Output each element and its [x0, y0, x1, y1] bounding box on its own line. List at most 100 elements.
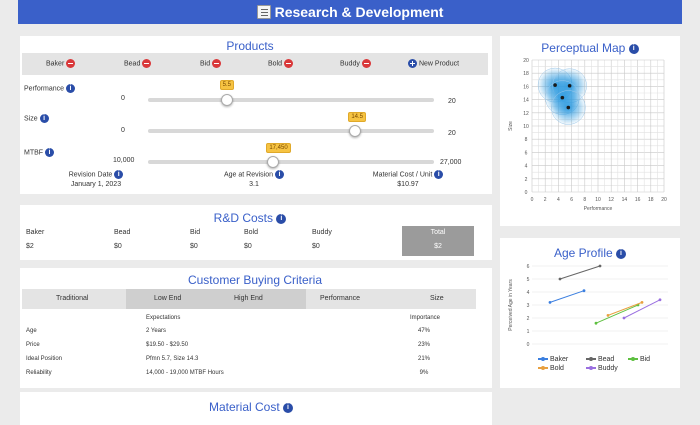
- material-cost-panel: [20, 392, 492, 425]
- info-icon[interactable]: i: [39, 114, 49, 123]
- y-axis-label: Perceived Age in Years: [508, 279, 514, 331]
- performance-slider-handle[interactable]: [220, 94, 233, 106]
- new-product-button[interactable]: New Product: [408, 59, 459, 68]
- performance-slider-track[interactable]: [148, 98, 434, 102]
- info-icon[interactable]: i: [274, 170, 284, 179]
- size-label: Size i: [24, 114, 49, 123]
- rd-val-bid: $0: [190, 243, 198, 250]
- segment-tab-performance[interactable]: Performance: [320, 295, 361, 302]
- revision-date-value: January 1, 2023: [70, 181, 122, 188]
- x-axis-label: Performance: [584, 206, 613, 212]
- mtbf-min: 10,000: [113, 157, 135, 164]
- remove-icon[interactable]: [66, 59, 76, 68]
- legend-label: Buddy: [596, 365, 618, 372]
- legend-item[interactable]: Bid: [628, 356, 650, 363]
- product-point: [560, 95, 565, 100]
- size-max: 20: [448, 130, 456, 137]
- mtbf-slider-track[interactable]: [148, 160, 434, 164]
- rd-costs-title: R&D Costs i: [200, 211, 300, 225]
- x-tick-label: 10: [595, 197, 601, 203]
- age-point: [640, 301, 644, 304]
- product-point: [566, 105, 571, 110]
- age-point: [658, 298, 662, 302]
- book-icon: [256, 5, 271, 19]
- y-tick-label: 12: [523, 111, 529, 117]
- bid-column-header[interactable]: Bid: [200, 59, 222, 68]
- age-at-revision-value: 3.1: [249, 181, 259, 188]
- legend-swatch: [628, 357, 638, 362]
- age-point: [598, 264, 602, 268]
- y-tick-label: 18: [523, 71, 529, 77]
- size-min: 0: [121, 127, 125, 134]
- y-tick-label: 2: [527, 316, 530, 322]
- perceptual-map-chart: 0 2 4 6 8 10 12 14 16 18 2020181614121086420Perfor…: [508, 58, 667, 212]
- bead-column-header[interactable]: Bead: [124, 59, 152, 68]
- segment-tab-low-end[interactable]: Low End: [154, 295, 182, 302]
- criteria-row-importance: 9%: [419, 370, 429, 376]
- header-banner: Research & Development: [18, 0, 682, 24]
- buddy-column-header[interactable]: Buddy: [340, 59, 371, 68]
- legend-item[interactable]: Bold: [538, 365, 564, 372]
- age-at-revision-label: Age at Revision i: [212, 170, 296, 179]
- y-tick-label: 20: [523, 58, 529, 64]
- info-icon[interactable]: i: [434, 170, 444, 179]
- rd-col-bold: Bold: [244, 229, 259, 236]
- material-cost-unit-label: Material Cost / Unit i: [362, 170, 454, 179]
- info-icon[interactable]: i: [628, 43, 639, 54]
- criteria-title: Customer Buying Criteria: [187, 273, 323, 287]
- x-tick-label: 4: [557, 197, 560, 203]
- size-value-tag: 14.5: [348, 112, 367, 122]
- traditional-segment-header: [126, 289, 306, 309]
- info-icon[interactable]: i: [114, 170, 124, 179]
- y-tick-label: 4: [525, 164, 528, 170]
- info-icon[interactable]: i: [66, 84, 76, 93]
- x-tick-label: 6: [570, 197, 573, 203]
- size-slider-handle[interactable]: [349, 125, 362, 137]
- mtbf-label: MTBF i: [24, 148, 55, 157]
- legend-label: Bid: [638, 356, 651, 363]
- age-line: [559, 265, 601, 280]
- y-tick-label: 0: [525, 190, 528, 196]
- remove-icon[interactable]: [361, 59, 371, 68]
- y-tick-label: 16: [523, 84, 529, 90]
- y-tick-label: 1: [527, 329, 530, 335]
- x-tick-label: 0: [531, 197, 534, 203]
- remove-icon[interactable]: [142, 59, 152, 68]
- age-line: [595, 304, 639, 324]
- rd-val-total: $2: [434, 243, 442, 250]
- criteria-row-label: Ideal Position: [26, 356, 63, 362]
- x-tick-label: 16: [635, 197, 641, 203]
- rd-col-total: Total: [430, 229, 446, 236]
- rd-col-baker: Baker: [26, 229, 45, 236]
- legend-item[interactable]: Bead: [586, 356, 614, 363]
- age-point: [582, 289, 586, 293]
- segment-tab-size[interactable]: Size: [430, 295, 444, 302]
- mtbf-slider-handle[interactable]: [267, 156, 280, 168]
- y-tick-label: 8: [525, 137, 528, 143]
- products-title: Products: [226, 39, 274, 53]
- baker-column-header[interactable]: Baker: [46, 59, 76, 68]
- info-icon[interactable]: i: [283, 402, 294, 413]
- segment-tab-high-end[interactable]: High End: [234, 295, 263, 302]
- criteria-row-expectation: Pfmn 5.7, Size 14.3: [146, 356, 199, 362]
- performance-max: 20: [448, 98, 456, 105]
- criteria-row-label: Age: [26, 328, 37, 334]
- legend-item[interactable]: Baker: [538, 356, 568, 363]
- rd-col-bid: Bid: [190, 229, 201, 236]
- segment-tab-traditional[interactable]: Traditional: [56, 295, 89, 302]
- remove-icon[interactable]: [283, 59, 293, 68]
- bold-column-header[interactable]: Bold: [268, 59, 293, 68]
- info-icon[interactable]: i: [616, 248, 627, 259]
- info-icon[interactable]: i: [45, 148, 55, 157]
- size-slider-track[interactable]: [148, 129, 434, 133]
- age-line: [607, 301, 643, 316]
- legend-item[interactable]: Buddy: [586, 365, 618, 372]
- info-icon[interactable]: i: [276, 213, 287, 224]
- age-line: [549, 290, 585, 303]
- criteria-row-importance: 21%: [417, 356, 430, 362]
- criteria-row-expectation: 14,000 - 19,000 MTBF Hours: [146, 370, 224, 376]
- x-tick-label: 8: [583, 197, 586, 203]
- y-tick-label: 5: [527, 277, 530, 283]
- remove-icon[interactable]: [212, 59, 222, 68]
- legend-label: Bold: [548, 365, 564, 372]
